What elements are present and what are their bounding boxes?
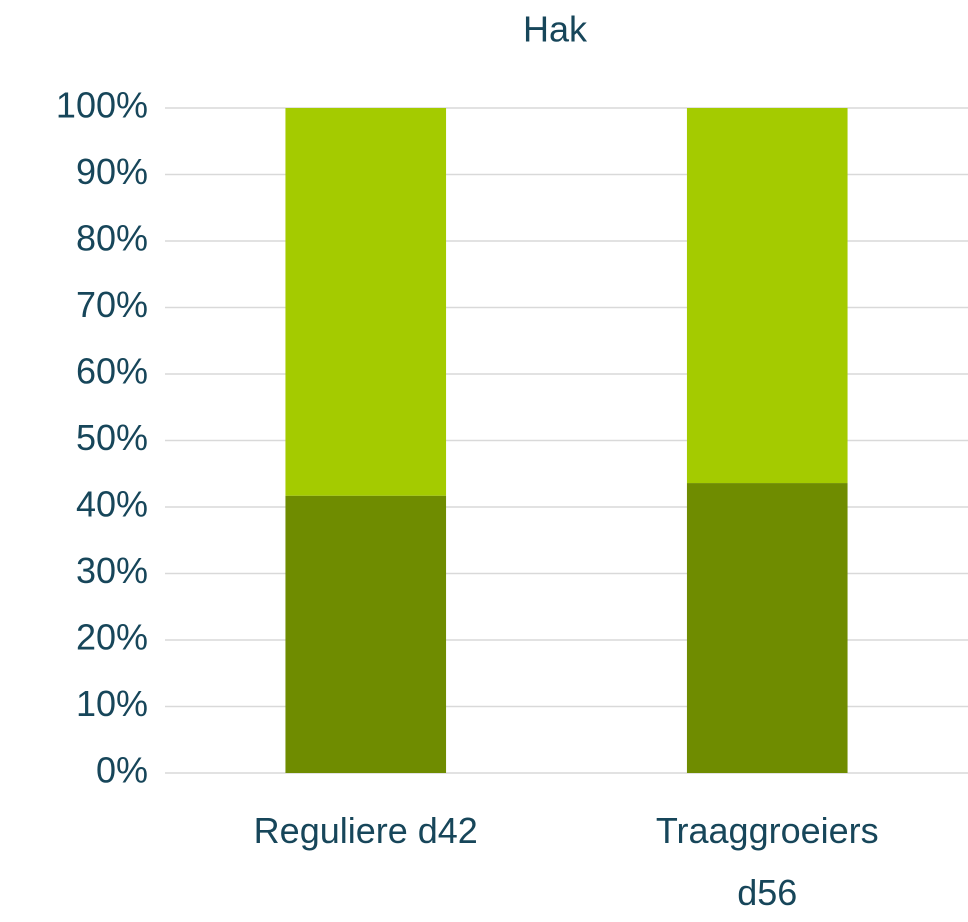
y-tick-label: 60% bbox=[76, 351, 148, 392]
bar-segment bbox=[285, 495, 447, 773]
y-tick-label: 30% bbox=[76, 550, 148, 591]
y-tick-label: 70% bbox=[76, 284, 148, 325]
y-tick-label: 90% bbox=[76, 151, 148, 192]
x-tick-label: Reguliere d42 bbox=[253, 810, 478, 851]
y-tick-label: 80% bbox=[76, 218, 148, 259]
y-tick-label: 50% bbox=[76, 417, 148, 458]
y-tick-label: 10% bbox=[76, 683, 148, 724]
bar-segment bbox=[285, 108, 447, 496]
chart-title: Hak bbox=[523, 9, 588, 50]
x-tick-label: Traaggroeiers d56 bbox=[655, 810, 879, 913]
y-tick-label: 0% bbox=[96, 750, 148, 791]
bar-segment bbox=[686, 483, 848, 773]
y-tick-label: 40% bbox=[76, 484, 148, 525]
y-tick-label: 20% bbox=[76, 617, 148, 658]
bar-segment bbox=[686, 108, 848, 484]
y-tick-label: 100% bbox=[56, 85, 148, 126]
